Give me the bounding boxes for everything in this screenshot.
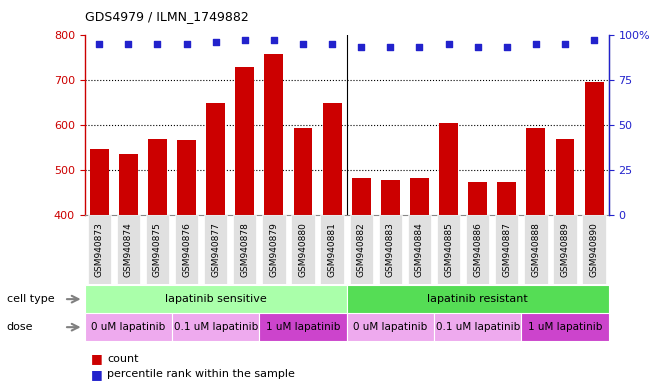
Bar — [352, 179, 370, 215]
Text: GSM940879: GSM940879 — [270, 222, 279, 277]
Text: GSM940877: GSM940877 — [211, 222, 220, 277]
FancyBboxPatch shape — [583, 215, 606, 284]
Point — [414, 44, 424, 50]
FancyBboxPatch shape — [524, 215, 547, 284]
Text: dose: dose — [7, 322, 33, 332]
Text: GSM940888: GSM940888 — [531, 222, 540, 277]
Text: 0.1 uM lapatinib: 0.1 uM lapatinib — [174, 322, 258, 332]
FancyBboxPatch shape — [292, 215, 314, 284]
Point — [298, 41, 308, 47]
Text: lapatinib resistant: lapatinib resistant — [427, 294, 528, 304]
Point — [269, 37, 279, 43]
FancyBboxPatch shape — [466, 215, 490, 284]
Text: 0 uM lapatinib: 0 uM lapatinib — [91, 322, 165, 332]
Point — [501, 44, 512, 50]
Text: GSM940881: GSM940881 — [327, 222, 337, 277]
Point — [560, 41, 570, 47]
FancyBboxPatch shape — [146, 215, 169, 284]
Point — [443, 41, 454, 47]
Text: GSM940873: GSM940873 — [94, 222, 104, 277]
Bar — [235, 67, 255, 215]
Text: GSM940886: GSM940886 — [473, 222, 482, 277]
FancyBboxPatch shape — [259, 313, 347, 341]
FancyBboxPatch shape — [379, 215, 402, 284]
Bar — [323, 103, 342, 215]
Bar — [90, 149, 109, 215]
FancyBboxPatch shape — [175, 215, 198, 284]
Point — [589, 37, 600, 43]
FancyBboxPatch shape — [434, 313, 521, 341]
Bar — [585, 82, 603, 215]
Bar — [177, 140, 196, 215]
Text: GSM940874: GSM940874 — [124, 222, 133, 277]
Point — [240, 37, 250, 43]
Point — [356, 44, 367, 50]
Point — [152, 41, 163, 47]
FancyBboxPatch shape — [347, 313, 434, 341]
FancyBboxPatch shape — [262, 215, 286, 284]
Text: percentile rank within the sample: percentile rank within the sample — [107, 369, 296, 379]
Text: GSM940875: GSM940875 — [153, 222, 162, 277]
Text: GSM940889: GSM940889 — [561, 222, 570, 277]
Point — [210, 39, 221, 45]
Bar — [527, 128, 546, 215]
Text: GSM940885: GSM940885 — [444, 222, 453, 277]
FancyBboxPatch shape — [347, 285, 609, 313]
FancyBboxPatch shape — [172, 313, 259, 341]
FancyBboxPatch shape — [553, 215, 577, 284]
Text: ■: ■ — [91, 353, 103, 366]
Text: 0.1 uM lapatinib: 0.1 uM lapatinib — [436, 322, 519, 332]
Text: GSM940880: GSM940880 — [299, 222, 307, 277]
Bar — [381, 180, 400, 215]
Point — [385, 44, 396, 50]
Bar — [468, 182, 487, 215]
Bar — [439, 123, 458, 215]
FancyBboxPatch shape — [437, 215, 460, 284]
Text: GSM940883: GSM940883 — [386, 222, 395, 277]
Text: GSM940878: GSM940878 — [240, 222, 249, 277]
Text: GSM940876: GSM940876 — [182, 222, 191, 277]
Bar — [119, 154, 138, 215]
Bar — [410, 179, 429, 215]
Bar — [555, 139, 574, 215]
Text: GSM940884: GSM940884 — [415, 222, 424, 277]
FancyBboxPatch shape — [117, 215, 140, 284]
Text: GSM940890: GSM940890 — [590, 222, 599, 277]
FancyBboxPatch shape — [320, 215, 344, 284]
Text: lapatinib sensitive: lapatinib sensitive — [165, 294, 266, 304]
Text: 0 uM lapatinib: 0 uM lapatinib — [353, 322, 428, 332]
Text: GDS4979 / ILMN_1749882: GDS4979 / ILMN_1749882 — [85, 10, 249, 23]
Text: cell type: cell type — [7, 294, 54, 304]
Point — [473, 44, 483, 50]
Text: GSM940887: GSM940887 — [503, 222, 511, 277]
Text: 1 uM lapatinib: 1 uM lapatinib — [266, 322, 340, 332]
FancyBboxPatch shape — [233, 215, 256, 284]
FancyBboxPatch shape — [521, 313, 609, 341]
Point — [123, 41, 133, 47]
Point — [182, 41, 192, 47]
FancyBboxPatch shape — [408, 215, 431, 284]
Text: count: count — [107, 354, 139, 364]
Text: ■: ■ — [91, 368, 103, 381]
Bar — [294, 128, 312, 215]
FancyBboxPatch shape — [85, 285, 347, 313]
Point — [327, 41, 337, 47]
FancyBboxPatch shape — [495, 215, 518, 284]
Point — [94, 41, 104, 47]
FancyBboxPatch shape — [350, 215, 373, 284]
Bar — [264, 54, 283, 215]
Bar — [148, 139, 167, 215]
Text: GSM940882: GSM940882 — [357, 222, 366, 277]
Bar — [206, 103, 225, 215]
FancyBboxPatch shape — [85, 313, 172, 341]
FancyBboxPatch shape — [204, 215, 227, 284]
Text: 1 uM lapatinib: 1 uM lapatinib — [528, 322, 602, 332]
FancyBboxPatch shape — [87, 215, 111, 284]
Bar — [497, 182, 516, 215]
Point — [531, 41, 541, 47]
